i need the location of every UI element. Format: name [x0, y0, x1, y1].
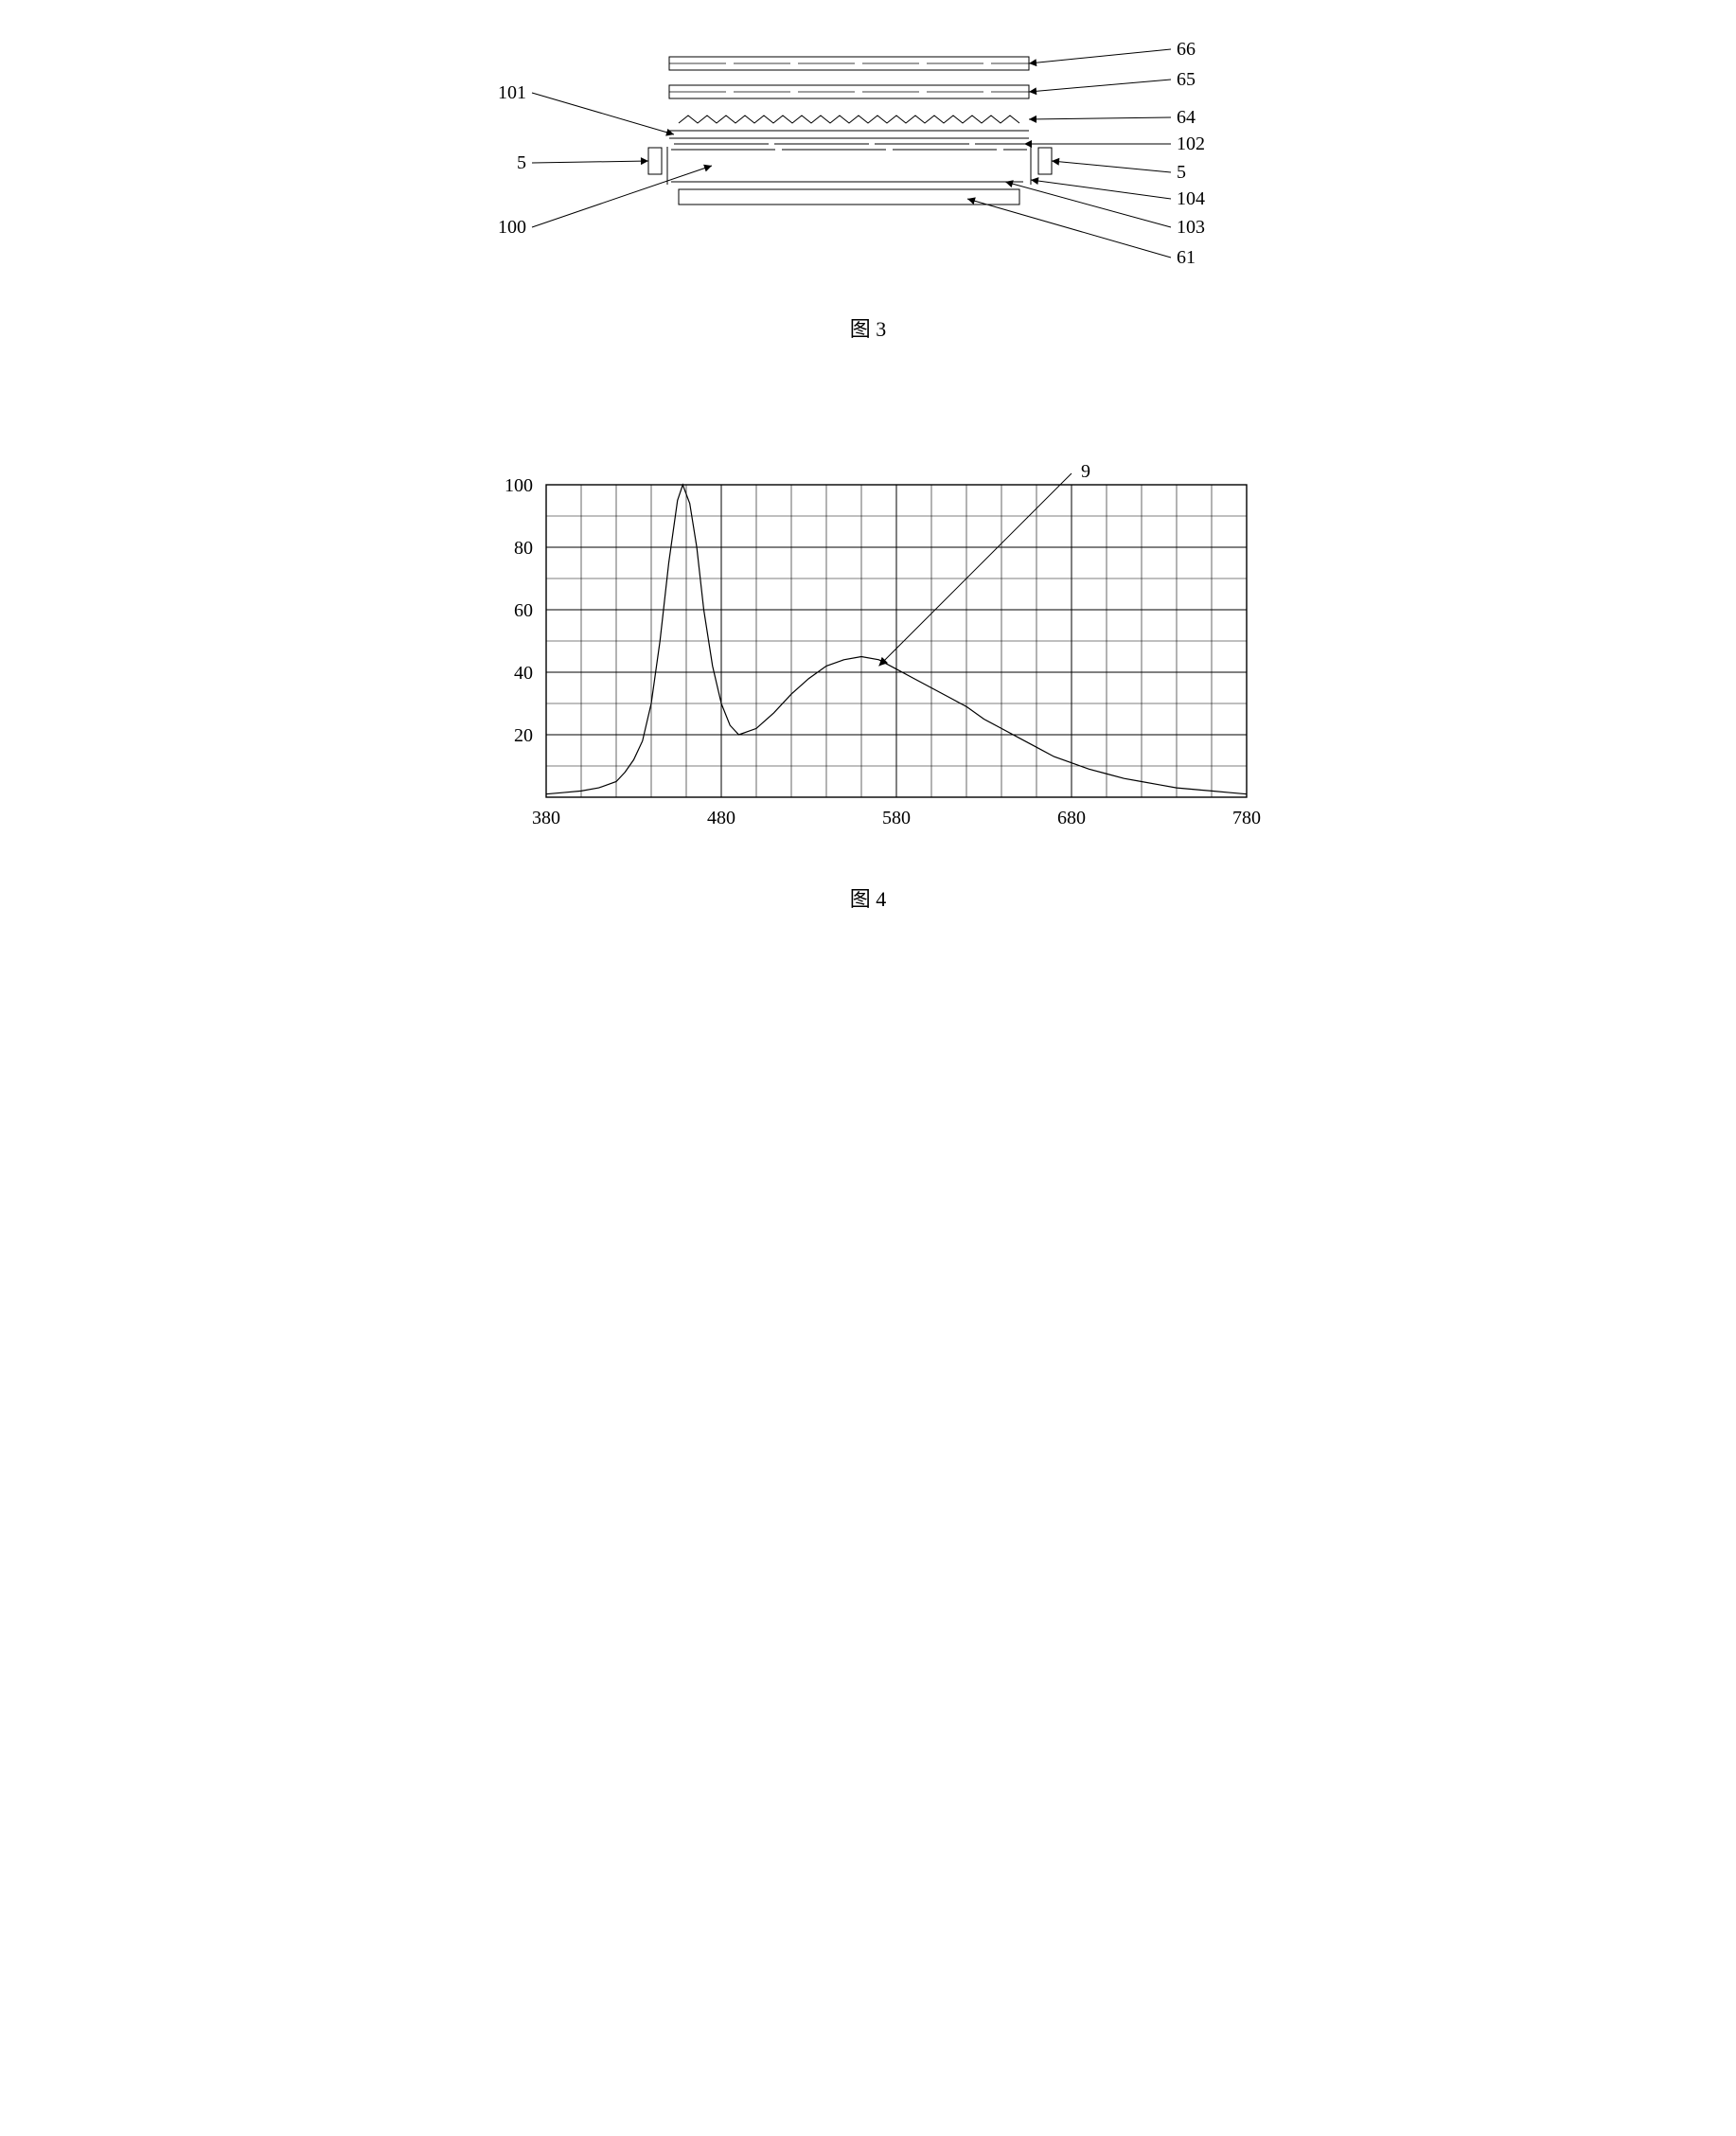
x-tick-680: 680: [1057, 808, 1086, 828]
callout-label-64: 64: [1177, 107, 1196, 128]
callout-label-100: 100: [498, 217, 526, 238]
x-tick-480: 480: [707, 808, 735, 828]
x-tick-780: 780: [1232, 808, 1261, 828]
y-tick-40: 40: [514, 663, 533, 684]
callout-label-101: 101: [498, 82, 526, 103]
figure-4-caption: 图 4: [442, 882, 1294, 913]
curve-callout-label: 9: [1081, 461, 1090, 482]
callout-label-5: 5: [1177, 162, 1186, 183]
callout-label-65: 65: [1177, 69, 1196, 90]
figure-3-caption: 图 3: [442, 312, 1294, 343]
callout-label-103: 103: [1177, 217, 1205, 238]
y-tick-60: 60: [514, 600, 533, 621]
y-tick-80: 80: [514, 538, 533, 559]
callout-label-102: 102: [1177, 134, 1205, 154]
callout-label-5: 5: [517, 152, 526, 173]
figure-4-chart: 20 40 60 80 100 380 480 580 680 780 9: [461, 456, 1275, 854]
x-tick-580: 580: [882, 808, 911, 828]
y-tick-20: 20: [514, 725, 533, 746]
callout-label-61: 61: [1177, 247, 1196, 268]
figure-3: 66 65 64 102 5 104 103 61 101 5 100 图 3: [442, 38, 1294, 343]
callout-label-104: 104: [1177, 188, 1205, 209]
figure-3-diagram: 66 65 64 102 5 104 103 61 101 5 100: [489, 38, 1247, 284]
callout-label-66: 66: [1177, 39, 1196, 60]
y-tick-100: 100: [505, 475, 533, 496]
figure-4: 20 40 60 80 100 380 480 580 680 780 9 图 4: [442, 456, 1294, 913]
x-tick-380: 380: [532, 808, 560, 828]
